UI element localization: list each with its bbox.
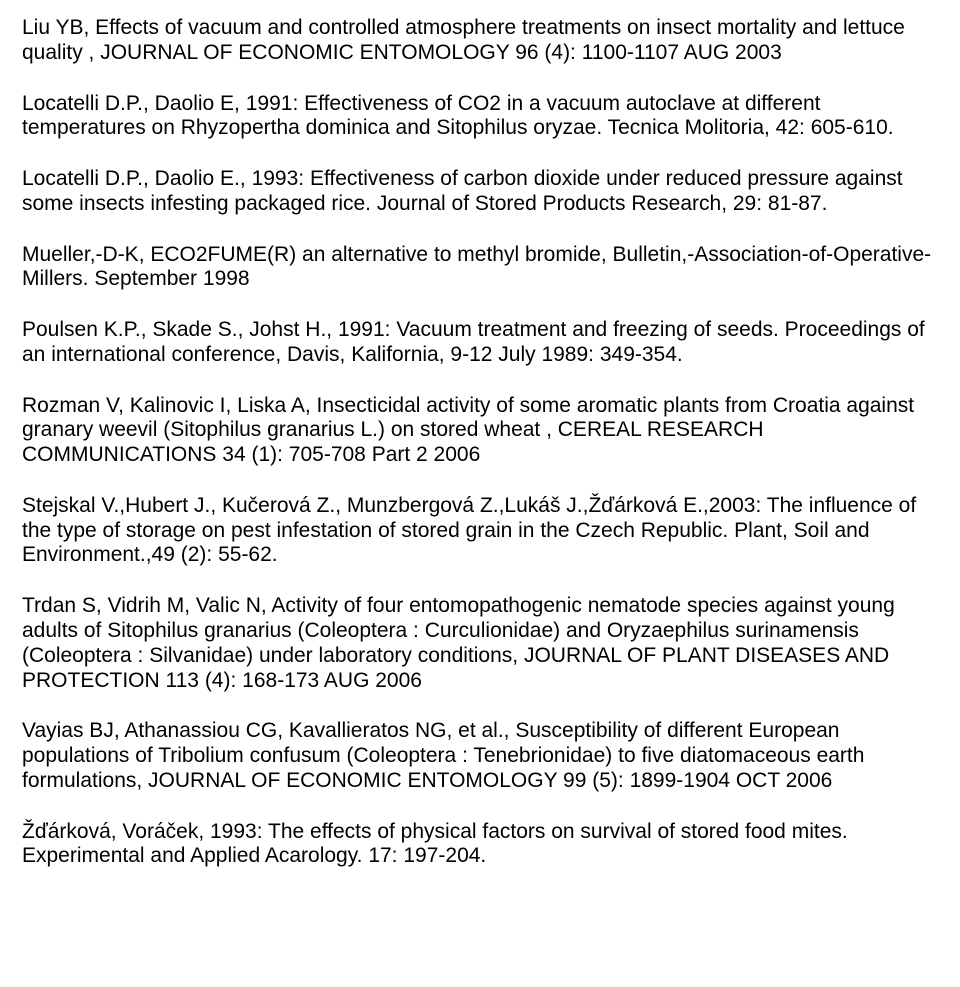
- reference-entry: Trdan S, Vidrih M, Valic N, Activity of …: [22, 594, 938, 693]
- reference-entry: Locatelli D.P., Daolio E., 1993: Effecti…: [22, 167, 938, 217]
- reference-entry: Vayias BJ, Athanassiou CG, Kavallieratos…: [22, 719, 938, 793]
- reference-entry: Poulsen K.P., Skade S., Johst H., 1991: …: [22, 318, 938, 368]
- reference-entry: Liu YB, Effects of vacuum and controlled…: [22, 16, 938, 66]
- reference-entry: Locatelli D.P., Daolio E, 1991: Effectiv…: [22, 92, 938, 142]
- reference-entry: Mueller,-D-K, ECO2FUME(R) an alternative…: [22, 243, 938, 293]
- page-content: Liu YB, Effects of vacuum and controlled…: [0, 0, 960, 919]
- reference-entry: Stejskal V.,Hubert J., Kučerová Z., Munz…: [22, 494, 938, 568]
- reference-entry: Žďárková, Voráček, 1993: The effects of …: [22, 820, 938, 870]
- reference-entry: Rozman V, Kalinovic I, Liska A, Insectic…: [22, 394, 938, 468]
